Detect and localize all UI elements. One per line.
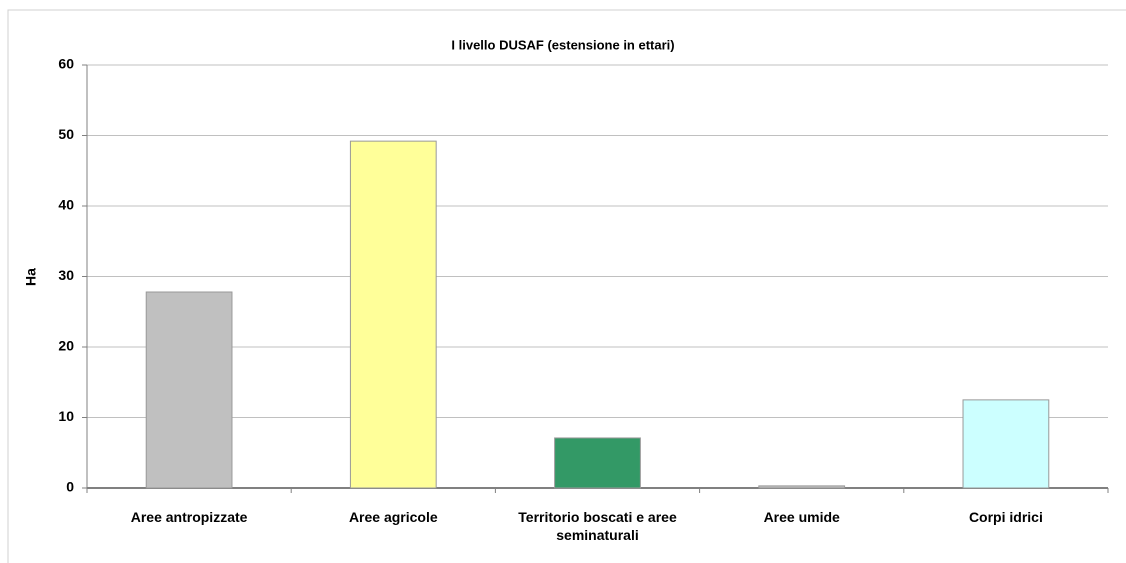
bar [145,291,233,489]
bar [554,437,641,489]
y-tick-label: 0 [66,479,74,495]
y-tick-label: 10 [58,408,74,424]
chart-title: I livello DUSAF (estensione in ettari) [451,37,674,52]
y-tick-label: 20 [58,338,74,354]
bar [758,485,846,489]
x-tick-label: Aree agricole [348,509,438,525]
y-tick-label: 40 [58,197,74,213]
x-tick-label: Territorio boscati e aree seminaturali [518,509,677,543]
y-tick-label: 60 [58,56,74,72]
bar [962,399,1050,489]
frame [7,9,1126,563]
y-tick-label: 30 [58,267,74,283]
x-tick-label: Corpi idrici [968,509,1043,525]
x-tick-label: Aree antropizzate [130,509,248,525]
y-tick-label: 50 [58,126,74,142]
x-tick-label: Aree umide [763,509,840,525]
bar [349,140,437,489]
y-axis-label: Ha [23,268,39,286]
